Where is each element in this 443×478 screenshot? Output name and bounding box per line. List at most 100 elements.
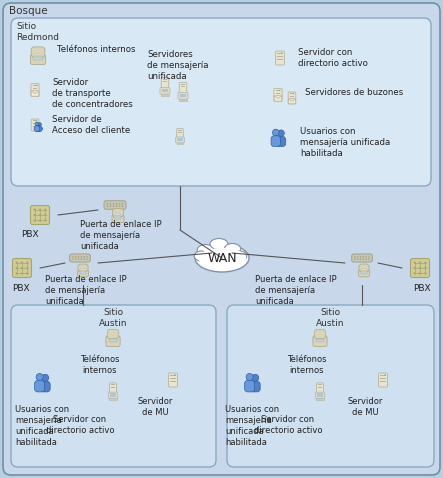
FancyBboxPatch shape — [40, 381, 50, 392]
Circle shape — [272, 129, 279, 136]
Circle shape — [413, 272, 416, 274]
Bar — [381, 378, 385, 379]
Bar — [277, 59, 283, 60]
Text: Sitio
Redmond: Sitio Redmond — [16, 22, 59, 42]
Circle shape — [419, 261, 421, 264]
FancyBboxPatch shape — [113, 208, 124, 217]
FancyBboxPatch shape — [31, 91, 39, 96]
Circle shape — [363, 256, 364, 258]
Text: Usuarios con
mensajería unificada
habilitada: Usuarios con mensajería unificada habili… — [300, 127, 390, 158]
FancyBboxPatch shape — [358, 270, 369, 277]
FancyBboxPatch shape — [316, 383, 323, 393]
Bar — [33, 88, 37, 89]
FancyBboxPatch shape — [108, 392, 118, 399]
Circle shape — [21, 272, 23, 274]
Bar — [163, 79, 167, 80]
Text: Puerta de enlace IP
de mensajería
unificada: Puerta de enlace IP de mensajería unific… — [45, 275, 127, 306]
Bar — [114, 216, 121, 219]
Bar — [177, 143, 183, 144]
FancyBboxPatch shape — [35, 380, 45, 392]
Circle shape — [36, 85, 38, 86]
FancyBboxPatch shape — [78, 264, 88, 272]
FancyBboxPatch shape — [352, 254, 372, 262]
Bar — [317, 393, 323, 397]
Bar — [277, 53, 283, 54]
Circle shape — [83, 258, 85, 260]
Bar — [110, 393, 116, 397]
Circle shape — [281, 52, 283, 54]
Ellipse shape — [195, 244, 249, 272]
Circle shape — [246, 373, 253, 380]
Bar — [33, 120, 37, 121]
FancyBboxPatch shape — [276, 51, 284, 65]
Circle shape — [86, 256, 88, 258]
FancyBboxPatch shape — [411, 259, 430, 278]
FancyBboxPatch shape — [31, 54, 46, 65]
FancyBboxPatch shape — [315, 392, 325, 399]
Bar — [80, 271, 86, 274]
Bar — [318, 387, 322, 388]
Circle shape — [413, 267, 416, 269]
FancyBboxPatch shape — [245, 380, 255, 392]
Circle shape — [424, 267, 427, 269]
Ellipse shape — [233, 251, 247, 261]
Circle shape — [116, 206, 117, 207]
Bar — [318, 384, 322, 385]
Text: Teléfonos
internos: Teléfonos internos — [80, 355, 120, 375]
Circle shape — [72, 258, 74, 260]
Bar — [111, 387, 115, 388]
Circle shape — [39, 208, 41, 211]
FancyBboxPatch shape — [70, 254, 90, 262]
Bar — [181, 84, 185, 85]
Bar — [290, 96, 294, 97]
Circle shape — [113, 206, 114, 207]
Ellipse shape — [197, 245, 214, 256]
Circle shape — [34, 214, 36, 216]
FancyBboxPatch shape — [107, 329, 119, 338]
Circle shape — [21, 261, 23, 264]
Text: Servidores
de mensajería
unificada: Servidores de mensajería unificada — [147, 50, 209, 81]
FancyBboxPatch shape — [227, 305, 434, 467]
FancyBboxPatch shape — [274, 88, 282, 101]
Circle shape — [75, 258, 77, 260]
Circle shape — [26, 272, 28, 274]
Bar — [361, 271, 367, 274]
Text: Sitio
Austin: Sitio Austin — [99, 308, 127, 328]
Circle shape — [39, 219, 41, 221]
FancyBboxPatch shape — [313, 336, 327, 347]
Circle shape — [83, 256, 85, 258]
Text: Servidor
de MU: Servidor de MU — [347, 397, 383, 417]
Bar — [33, 85, 37, 86]
Circle shape — [116, 203, 117, 205]
Text: Bosque: Bosque — [9, 6, 48, 16]
Ellipse shape — [194, 251, 208, 261]
Circle shape — [363, 258, 364, 260]
Text: Puerta de enlace IP
de mensajería
unificada: Puerta de enlace IP de mensajería unific… — [255, 275, 337, 306]
Circle shape — [38, 123, 41, 126]
Circle shape — [119, 203, 120, 205]
FancyBboxPatch shape — [31, 206, 50, 225]
FancyBboxPatch shape — [112, 215, 124, 222]
FancyBboxPatch shape — [271, 136, 280, 146]
Circle shape — [368, 258, 370, 260]
Text: WAN: WAN — [207, 251, 237, 264]
Circle shape — [81, 256, 82, 258]
Text: Servidor de
Acceso del cliente: Servidor de Acceso del cliente — [52, 115, 130, 135]
Bar — [177, 138, 183, 141]
Text: PBX: PBX — [413, 284, 431, 293]
Text: Servidor con
directorio activo: Servidor con directorio activo — [46, 415, 114, 435]
Bar — [33, 91, 37, 92]
Circle shape — [34, 219, 36, 221]
Bar — [290, 99, 294, 100]
Circle shape — [279, 90, 280, 91]
FancyBboxPatch shape — [31, 47, 45, 57]
Bar — [178, 132, 182, 133]
FancyBboxPatch shape — [288, 98, 295, 104]
Circle shape — [384, 374, 386, 376]
FancyBboxPatch shape — [34, 126, 39, 132]
Bar — [163, 81, 167, 82]
Bar — [316, 398, 323, 400]
Circle shape — [39, 214, 41, 216]
Bar — [171, 381, 175, 382]
Bar — [162, 88, 168, 92]
